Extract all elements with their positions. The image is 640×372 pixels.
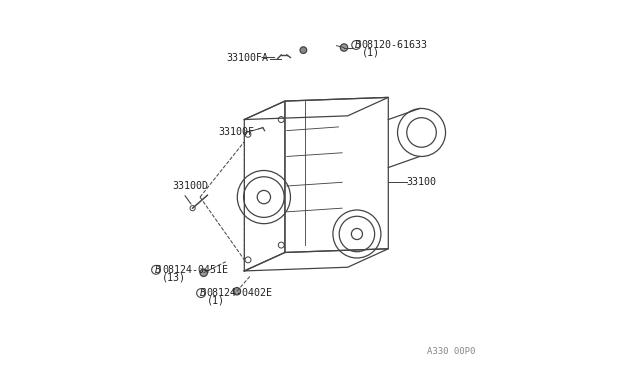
Text: 33100: 33100 [407, 177, 436, 187]
Text: 08124-0451E: 08124-0451E [162, 265, 228, 275]
Text: B: B [200, 288, 206, 298]
Text: 08120-61633: 08120-61633 [362, 40, 428, 50]
Circle shape [300, 47, 307, 54]
Text: (1): (1) [207, 295, 225, 305]
Text: B: B [355, 40, 361, 50]
Text: 33100F: 33100F [218, 128, 255, 138]
Text: 08124-0402E: 08124-0402E [207, 288, 273, 298]
Text: B: B [155, 265, 161, 275]
Circle shape [340, 44, 348, 51]
Text: (13): (13) [162, 272, 186, 282]
Circle shape [200, 269, 207, 276]
Circle shape [233, 288, 241, 295]
Text: 33100FA: 33100FA [226, 52, 268, 62]
Text: A330 00P0: A330 00P0 [427, 347, 475, 356]
Text: (1): (1) [362, 47, 380, 57]
Text: 33100D: 33100D [172, 181, 208, 191]
